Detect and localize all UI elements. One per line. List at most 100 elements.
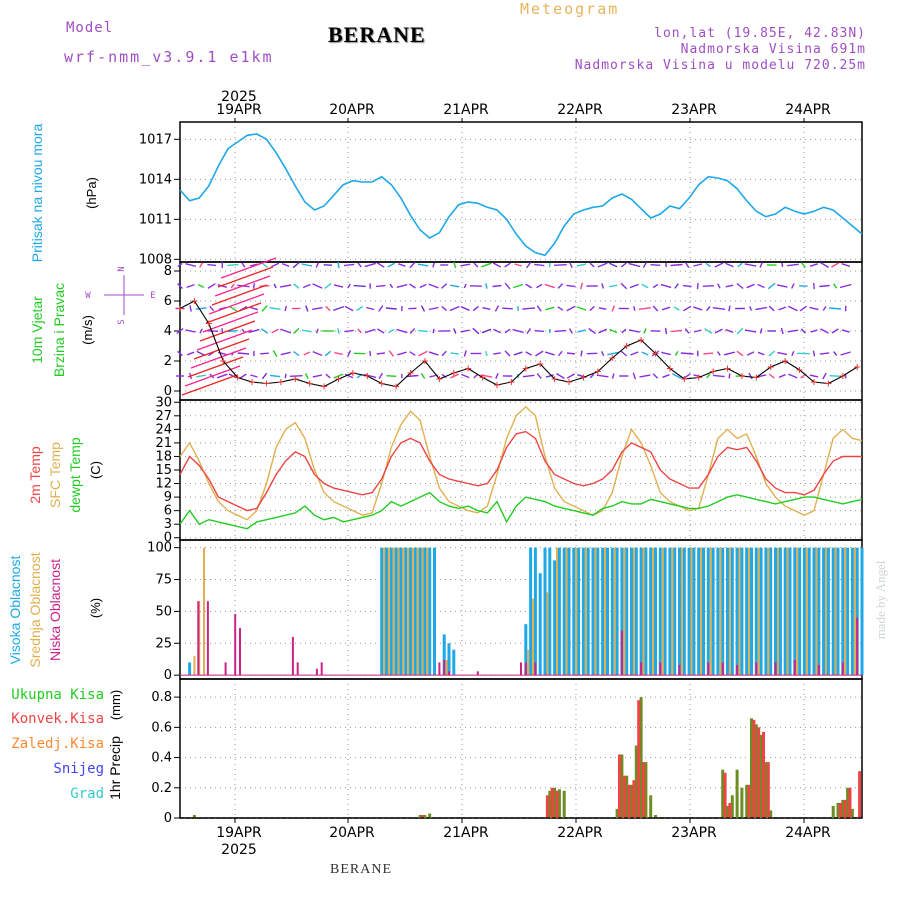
wind-ytick: 0 [164, 384, 172, 399]
low-cloud-bar [291, 636, 294, 676]
mid-cloud-bar [594, 547, 597, 676]
total-precip-bar [615, 808, 619, 818]
high-cloud-bar [553, 560, 557, 676]
high-cloud-bar [673, 547, 677, 676]
high-cloud-bar [447, 643, 451, 676]
total-precip-bar [634, 745, 638, 818]
total-precip-bar [418, 815, 422, 818]
high-cloud-bar [442, 634, 446, 676]
high-cloud-bar [620, 547, 624, 676]
high-cloud-bar [654, 547, 657, 676]
total-precip-bar [553, 787, 557, 818]
mid-cloud-bar [728, 547, 731, 676]
top-date-label: 19APR [216, 102, 262, 118]
wind-panel: 0 2 4 6 8 [164, 257, 863, 401]
total-precip-bar [630, 784, 633, 818]
temp-ytick: 15 [155, 463, 172, 478]
convective-precip-bar [843, 799, 847, 818]
pressure-axis-title: Pritisak na nivou mora [29, 124, 45, 263]
low-cloud-bar [239, 628, 241, 676]
temp-ytick: 18 [155, 449, 172, 464]
dewpoint-line [179, 491, 863, 530]
legend-freezing-rain: Zaledj.Kisa [11, 736, 104, 752]
low-cloud-bar [476, 671, 479, 676]
total-precip-bar [769, 810, 773, 818]
mid-cloud-bar [642, 547, 645, 676]
model-altitude: Nadmorska Visina u modelu 720.25m [574, 58, 866, 73]
high-cloud-bar [846, 547, 850, 676]
wind-title-1: 10m Vjetar [29, 296, 45, 364]
high-cloud-bar [572, 547, 576, 676]
top-year: 2025 [221, 89, 257, 105]
high-cloud-bar [649, 547, 653, 676]
high-cloud-bar [826, 547, 830, 676]
high-cloud-bar [639, 547, 643, 676]
high-cloud-bar [735, 547, 739, 676]
mid-cloud-bar [709, 547, 712, 676]
bottom-station-label: BERANE [330, 862, 392, 877]
mid-cloud-bar [445, 659, 448, 676]
mid-cloud-bar [392, 547, 395, 676]
wind-unit: (m/s) [80, 315, 95, 345]
high-cloud-bar [567, 547, 571, 676]
low-cloud-bar [817, 665, 820, 676]
high-cloud-bar [850, 547, 854, 676]
high-cloud-bar [543, 547, 547, 676]
convective-precip-bar [723, 772, 727, 818]
high-cloud-bar [663, 547, 667, 676]
high-cloud-bar [822, 547, 826, 676]
cloud-ytick: 50 [155, 604, 172, 619]
high-cloud-bar [754, 547, 758, 676]
cloud-ytick: 25 [155, 636, 172, 651]
high-cloud-bar [678, 547, 681, 676]
model-label: Model [66, 20, 114, 36]
mid-cloud-bar [584, 547, 587, 676]
mid-cloud-bar [777, 547, 779, 676]
high-cloud-bar [524, 624, 528, 676]
temp-title-dewpt: dewpt Temp [67, 437, 83, 512]
high-cloud-bar [409, 547, 412, 676]
station-title: BERANE [328, 22, 426, 47]
mid-cloud-bar [383, 547, 386, 676]
high-cloud-bar [625, 547, 629, 676]
high-cloud-bar [610, 547, 614, 676]
bottom-date-axis: 19APR 20APR 21APR 22APR 23APR 24APR [216, 818, 831, 841]
convective-precip-bar [747, 784, 751, 818]
cloud-ytick: 75 [155, 573, 172, 588]
low-cloud-bar [438, 662, 441, 676]
high-cloud-bar [855, 547, 859, 676]
total-precip-bar [562, 790, 566, 818]
precip-ytick: 0.4 [151, 751, 172, 766]
low-cloud-bar [793, 659, 796, 676]
low-cloud-bar [755, 662, 758, 676]
convective-precip-bar [728, 802, 732, 818]
high-cloud-bar [399, 547, 403, 676]
high-cloud-bar [716, 547, 720, 676]
high-cloud-bar [836, 547, 840, 676]
pressure-ytick: 1008 [139, 252, 172, 267]
high-cloud-bar [668, 547, 672, 676]
total-precip-bar [745, 784, 749, 818]
low-cloud-bar [640, 662, 643, 676]
temp-ytick: 21 [155, 436, 172, 451]
cloud-title-low: Niska Oblacnost [47, 559, 63, 661]
total-precip-bar [721, 769, 725, 818]
high-cloud-bar [586, 547, 590, 676]
total-precip-bar [654, 815, 657, 818]
high-cloud-bar [831, 547, 835, 676]
mid-cloud-bar [796, 547, 799, 676]
wind-speed-line [179, 300, 858, 388]
high-cloud-bar [562, 547, 566, 676]
high-cloud-bar [702, 547, 705, 676]
cloud-panel: 0 25 50 75 100 [147, 539, 864, 683]
convective-precip-bar [752, 719, 756, 818]
mid-cloud-bar [853, 547, 856, 676]
high-cloud-bar [557, 547, 561, 676]
mid-cloud-bar [738, 547, 741, 676]
compass-west: W [85, 291, 91, 301]
high-cloud-bar [764, 547, 768, 676]
bottom-year: 2025 [221, 842, 257, 858]
pressure-ytick: 1017 [139, 132, 172, 147]
total-precip-bar [850, 808, 854, 818]
